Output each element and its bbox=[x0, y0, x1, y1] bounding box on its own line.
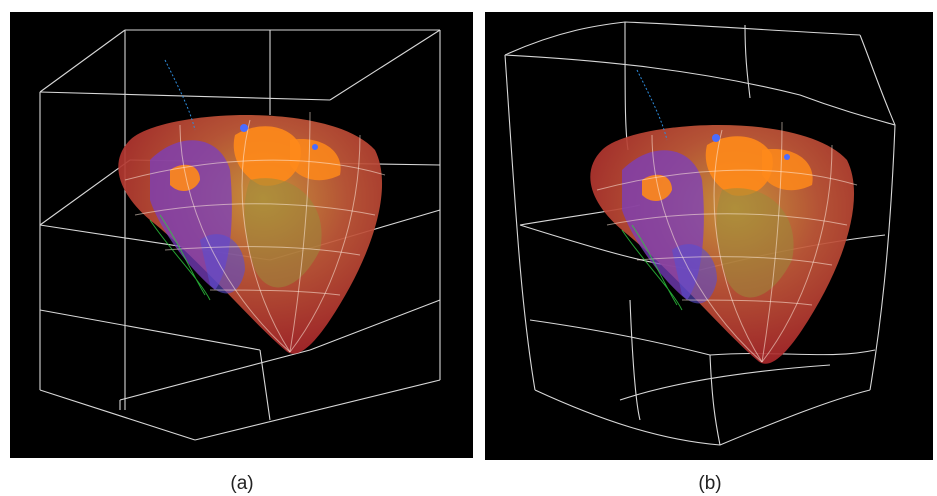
caption: (a) bbox=[230, 473, 253, 494]
panel-b: (b) bbox=[485, 12, 933, 494]
panel-a: (a) bbox=[10, 12, 473, 494]
caption: (b) bbox=[698, 473, 721, 494]
figure: (a) (b) bbox=[0, 0, 937, 496]
figure-canvas: (a) (b) bbox=[0, 0, 937, 496]
